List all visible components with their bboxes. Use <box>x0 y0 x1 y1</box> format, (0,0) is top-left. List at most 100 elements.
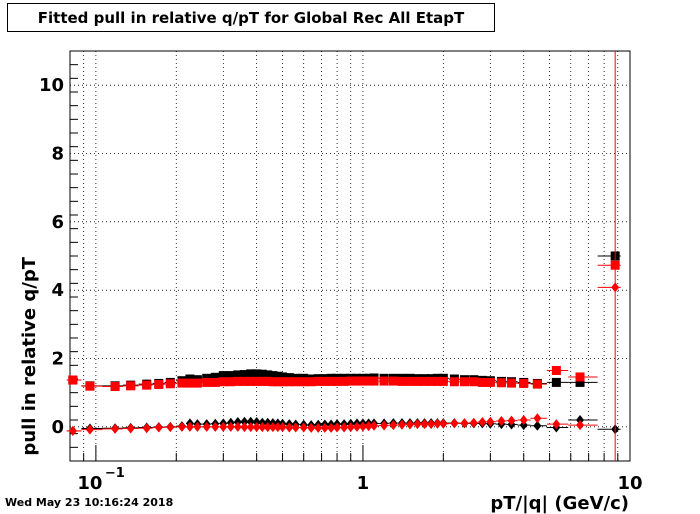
data-point <box>389 420 398 431</box>
y-tick-label: 0 <box>51 417 64 438</box>
data-point <box>165 379 175 389</box>
data-point <box>210 372 220 382</box>
data-point <box>519 420 528 431</box>
data-point <box>519 415 528 425</box>
data-point <box>268 371 278 381</box>
data-point <box>257 376 267 386</box>
data-point <box>278 422 287 433</box>
data-point <box>379 376 389 386</box>
data-point <box>320 422 329 433</box>
data-point <box>346 422 355 433</box>
timestamp: Wed May 23 10:16:24 2018 <box>5 496 174 509</box>
data-point <box>177 421 186 432</box>
data-point <box>478 417 487 428</box>
data-point <box>291 377 301 387</box>
data-point <box>307 422 316 433</box>
y-tick-label: 8 <box>51 144 64 165</box>
data-point <box>460 418 469 429</box>
data-point <box>210 377 220 387</box>
data-point <box>364 376 374 386</box>
data-point <box>433 418 442 429</box>
data-point <box>551 365 561 375</box>
data-point <box>519 378 529 388</box>
x-tick-label: 1 <box>357 473 370 494</box>
data-point <box>142 423 151 434</box>
data-point <box>352 376 362 386</box>
data-point <box>533 413 542 424</box>
data-point <box>85 424 94 435</box>
data-point <box>369 376 379 386</box>
data-point <box>469 417 478 428</box>
data-point <box>306 377 316 387</box>
data-point <box>485 377 495 387</box>
data-point <box>68 375 78 385</box>
data-point <box>497 416 506 427</box>
data-point <box>233 370 243 380</box>
data-point <box>426 376 436 386</box>
data-point <box>252 417 261 428</box>
data-point <box>314 422 323 433</box>
data-point <box>576 415 585 425</box>
data-point <box>469 377 479 387</box>
data-point <box>85 381 95 391</box>
data-point <box>339 376 349 386</box>
data-point <box>268 377 278 387</box>
data-point <box>397 419 406 430</box>
data-point <box>211 421 220 432</box>
data-point <box>299 377 309 387</box>
data-point <box>486 416 495 427</box>
data-point <box>405 419 414 430</box>
y-tick-label: 6 <box>51 212 64 233</box>
data-point <box>420 419 429 430</box>
data-point <box>575 372 585 382</box>
data-point <box>552 419 561 430</box>
chart-title: Fitted pull in relative q/pT for Global … <box>7 3 495 32</box>
data-point <box>369 420 378 431</box>
x-axis-title: pT/|q| (GeV/c) <box>490 493 629 514</box>
x-tick-exponent: −1 <box>105 466 125 481</box>
data-point <box>327 422 336 433</box>
data-point <box>110 382 120 392</box>
data-point <box>507 378 517 388</box>
data-point <box>154 422 163 433</box>
data-point <box>246 416 255 427</box>
data-point <box>240 416 249 427</box>
data-point <box>346 376 356 386</box>
data-point <box>233 376 243 386</box>
data-point <box>299 422 308 433</box>
series-3 <box>66 282 621 436</box>
data-point <box>285 422 294 433</box>
data-point <box>477 377 487 387</box>
data-series <box>66 51 621 461</box>
data-point <box>358 421 367 432</box>
data-point <box>126 423 135 434</box>
data-point <box>438 376 448 386</box>
data-point <box>388 376 398 386</box>
data-point <box>273 371 283 381</box>
data-point <box>111 423 120 434</box>
data-point <box>576 420 585 431</box>
data-point <box>397 376 407 386</box>
x-tick-label: 10 <box>617 473 642 494</box>
data-point <box>233 421 242 432</box>
data-point <box>258 422 267 433</box>
data-point <box>405 376 415 386</box>
data-point <box>185 378 195 388</box>
grid-lines <box>70 51 630 461</box>
data-point <box>459 377 469 387</box>
data-point <box>218 371 228 381</box>
data-point <box>413 419 422 430</box>
data-point <box>340 422 349 433</box>
data-point <box>532 379 542 389</box>
data-point <box>246 376 256 386</box>
data-point <box>239 376 249 386</box>
data-point <box>263 376 273 386</box>
data-point <box>202 377 212 387</box>
data-point <box>449 377 459 387</box>
data-point <box>273 422 282 433</box>
data-point <box>154 379 164 389</box>
data-point <box>432 376 442 386</box>
